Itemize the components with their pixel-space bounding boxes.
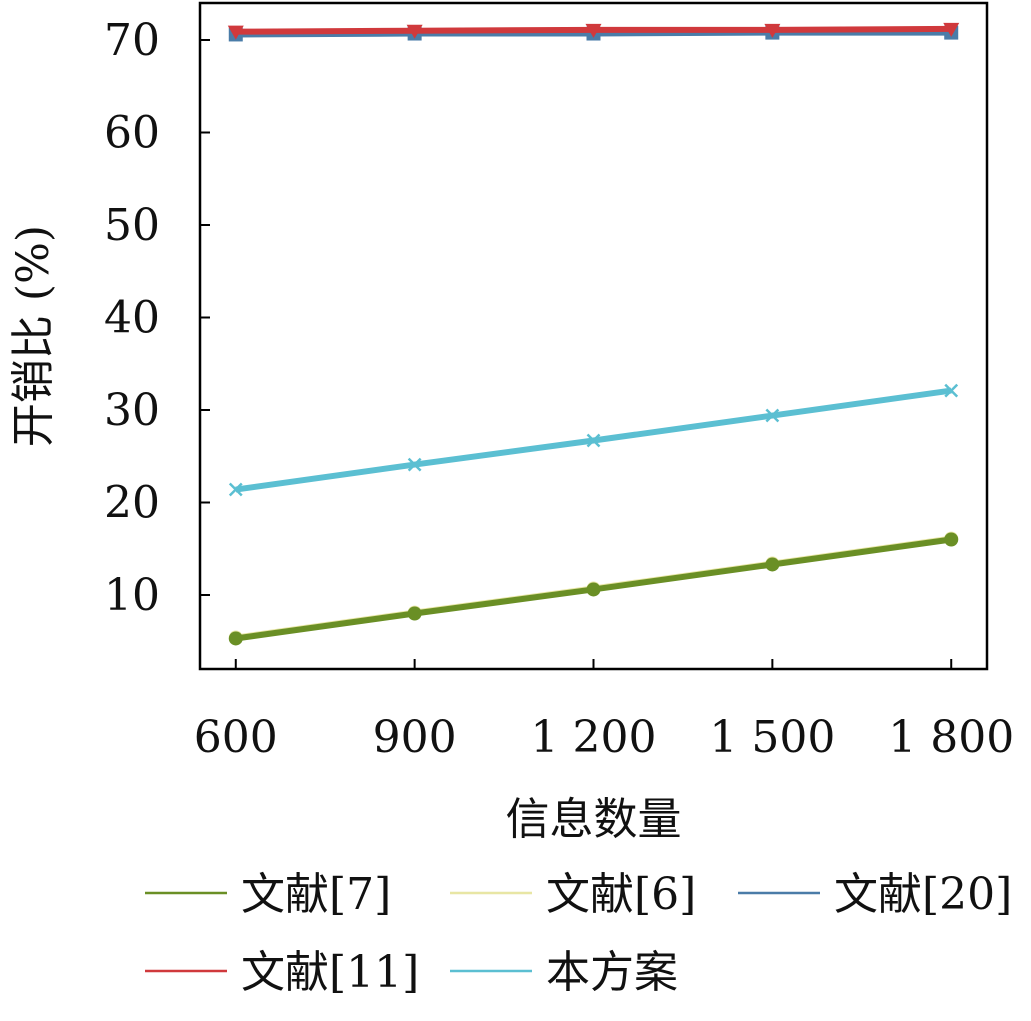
x-tick-label: 1 200	[531, 712, 657, 763]
data-point	[944, 532, 959, 547]
y-tick-label: 70	[104, 15, 160, 66]
legend-item: 本方案	[450, 947, 678, 998]
x-tick-label: 900	[373, 712, 457, 763]
data-point	[227, 25, 244, 40]
series-本方案	[228, 383, 959, 497]
x-tick-label: 1 800	[888, 712, 1014, 763]
y-axis-ticks: 10 20 30 40 50 60 70	[104, 15, 210, 621]
y-tick-label: 20	[104, 478, 160, 529]
legend-label: 文献[20]	[834, 869, 1012, 920]
series-文献[11]	[227, 22, 960, 40]
x-tick-label: 1 500	[709, 712, 835, 763]
data-point	[765, 557, 780, 572]
data-point	[944, 383, 959, 398]
x-axis-ticks: 600 900 1 200 1 500 1 800	[194, 659, 1014, 763]
legend-label: 本方案	[546, 947, 678, 998]
plot-frame	[198, 1, 989, 671]
legend-label: 文献[6]	[546, 869, 696, 920]
data-point	[228, 482, 243, 497]
data-point	[765, 408, 780, 423]
legend-item: 文献[6]	[450, 869, 696, 920]
data-point	[586, 582, 601, 597]
data-point	[585, 23, 602, 38]
legend: 文献[7] 文献[6] 文献[20] 文献[11] 本方案	[145, 869, 1012, 998]
data-point	[943, 22, 960, 37]
data-point	[586, 433, 601, 448]
series-文献[7]	[228, 532, 959, 646]
series-layer	[227, 22, 960, 646]
x-axis-title: 信息数量	[506, 794, 682, 845]
data-point	[407, 457, 422, 472]
y-tick-label: 40	[104, 293, 160, 344]
y-tick-label: 10	[104, 570, 160, 621]
legend-label: 文献[11]	[241, 947, 419, 998]
data-point	[764, 23, 781, 38]
y-tick-label: 50	[104, 200, 160, 251]
legend-item: 文献[7]	[145, 869, 391, 920]
y-axis-title: 开销比 (%)	[8, 225, 59, 447]
x-tick-label: 600	[194, 712, 278, 763]
data-point	[407, 606, 422, 621]
y-tick-label: 60	[104, 108, 160, 159]
data-point	[406, 24, 423, 39]
legend-item: 文献[20]	[738, 869, 1012, 920]
legend-item: 文献[11]	[145, 947, 419, 998]
data-point	[228, 631, 243, 646]
legend-label: 文献[7]	[241, 869, 391, 920]
y-tick-label: 30	[104, 385, 160, 436]
